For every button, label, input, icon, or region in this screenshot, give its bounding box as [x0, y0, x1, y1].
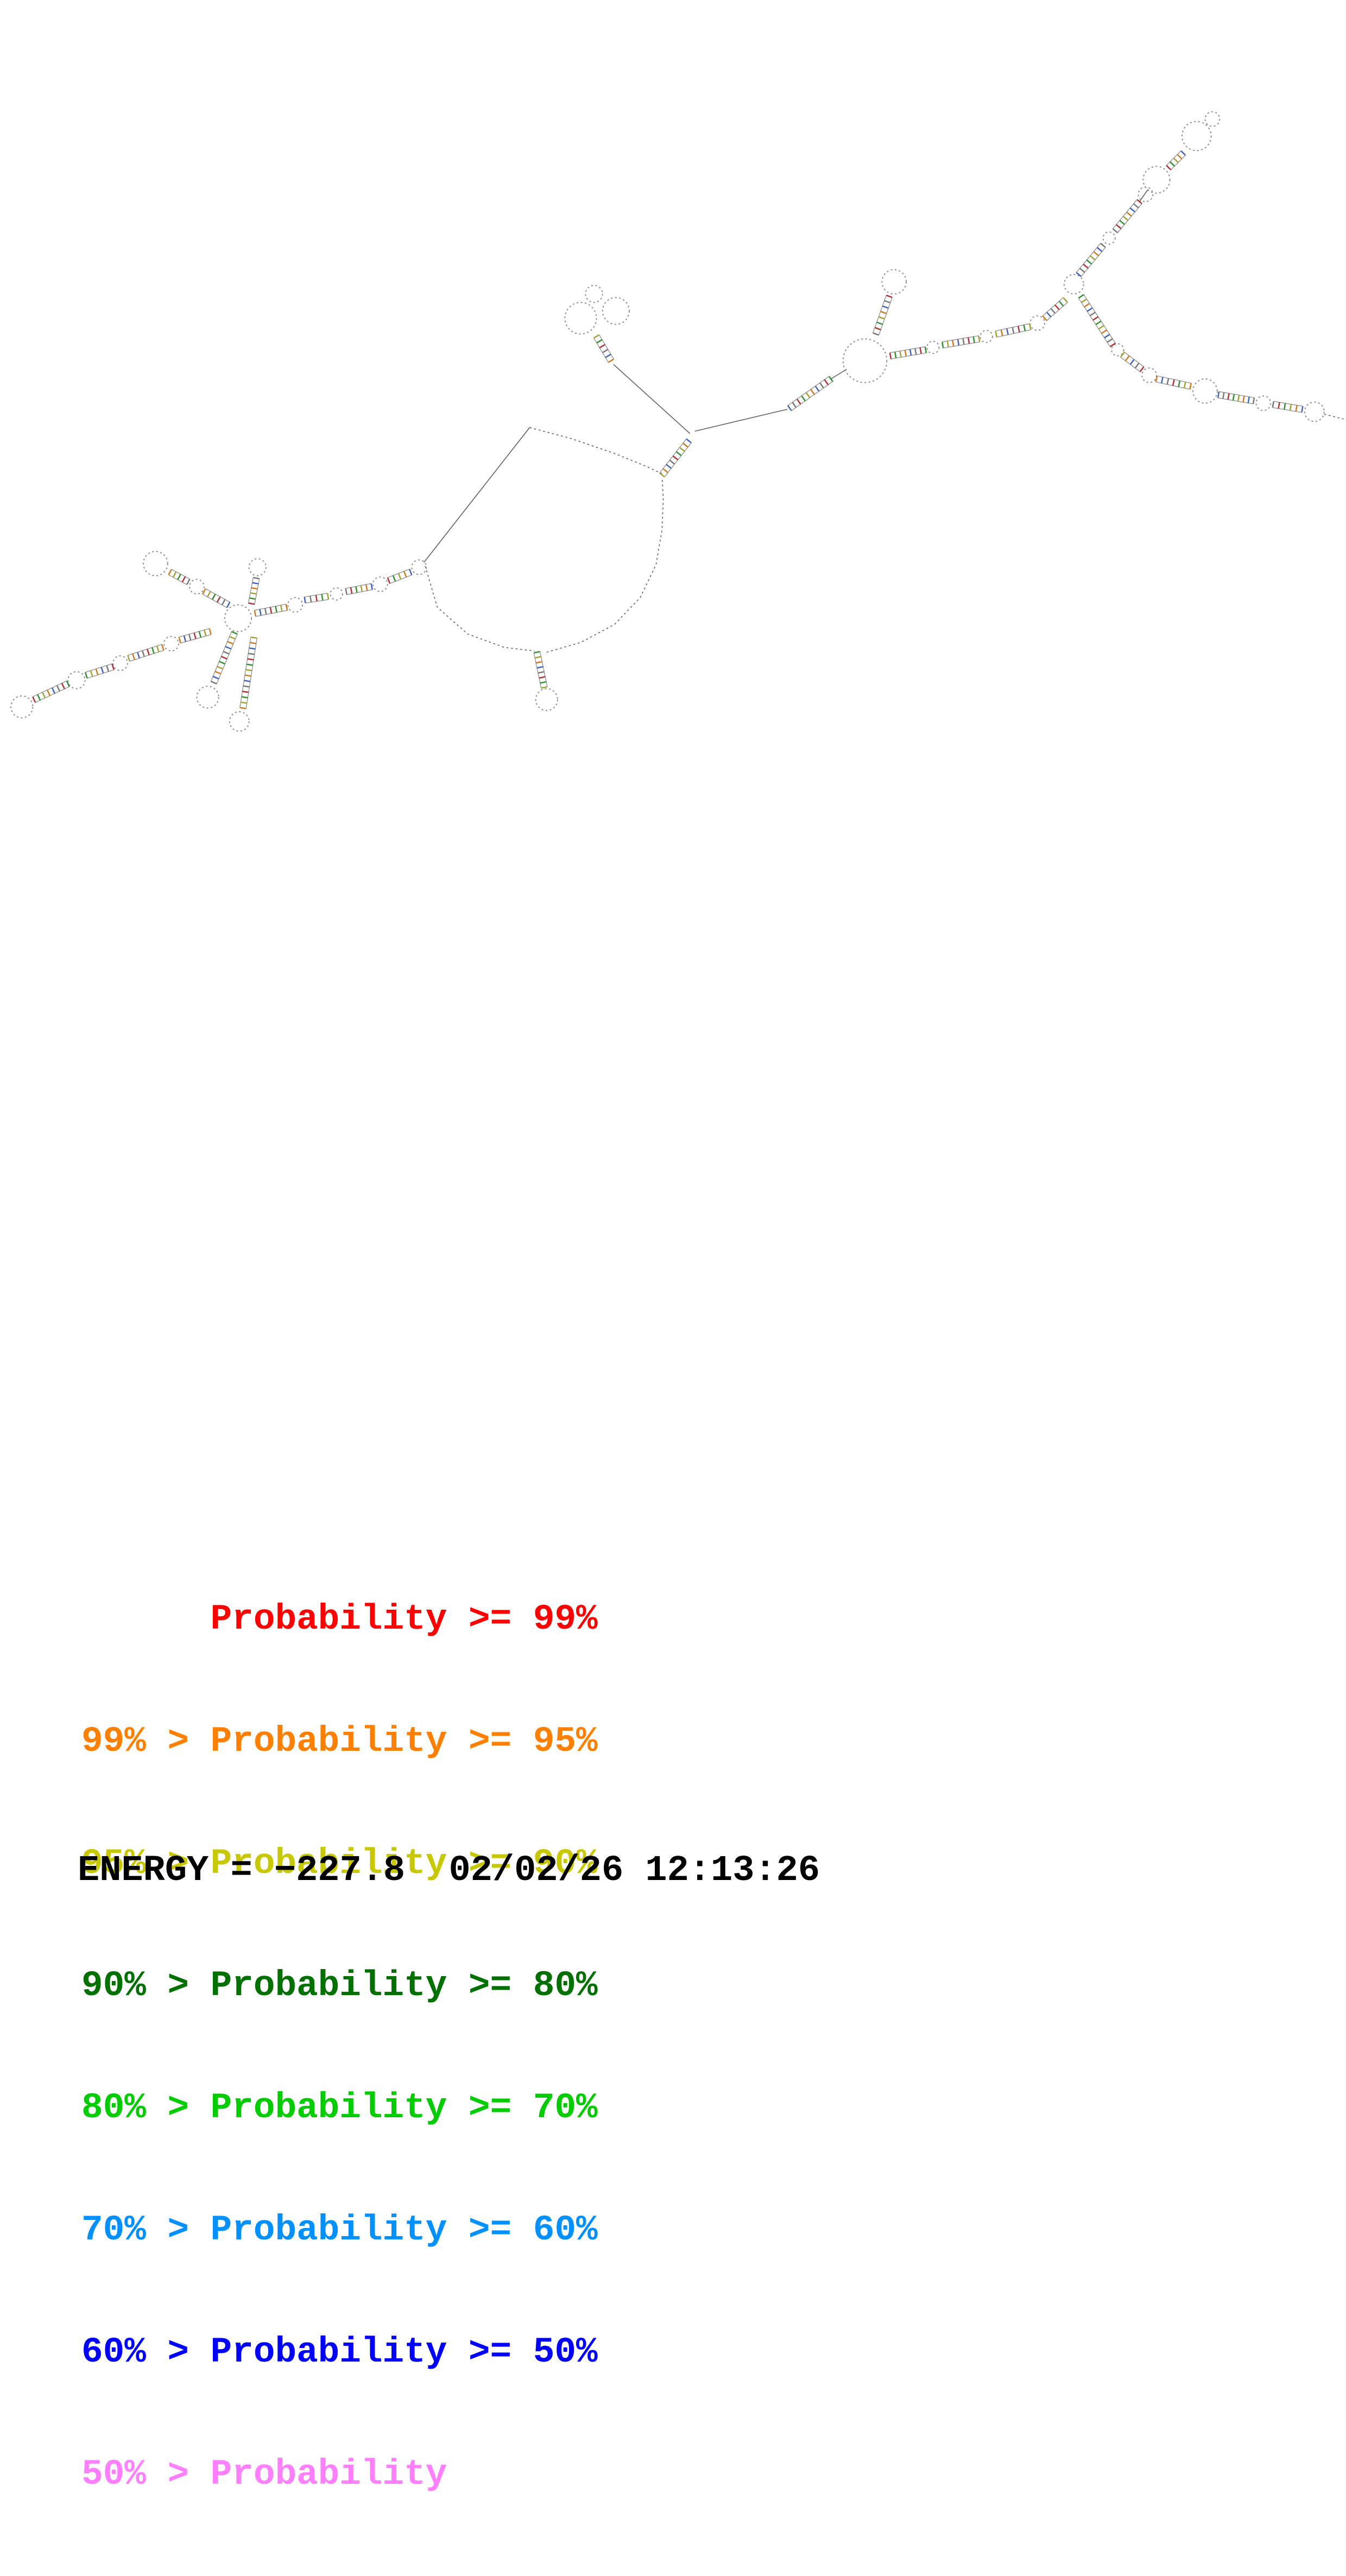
- legend-row-80-90: 90% > Probability >= 80%: [81, 1965, 598, 2006]
- energy-readout: ENERGY = −227.8 02/02/26 12:13:26: [78, 1850, 820, 1891]
- legend-row-70-80: 80% > Probability >= 70%: [81, 2087, 598, 2128]
- legend-row-lt50: 50% > Probability: [81, 2454, 447, 2495]
- probability-legend: Probability >= 99% 99% > Probability >= …: [81, 1517, 598, 2576]
- legend-row-95-99: 99% > Probability >= 95%: [81, 1721, 598, 1762]
- structure-svg: [10, 111, 1344, 732]
- legend-row-50-60: 60% > Probability >= 50%: [81, 2332, 598, 2372]
- legend-row-ge99: Probability >= 99%: [81, 1599, 598, 1640]
- legend-row-90-95: 95% > Probability >= 90%: [81, 1843, 598, 1884]
- legend-row-60-70: 70% > Probability >= 60%: [81, 2210, 598, 2250]
